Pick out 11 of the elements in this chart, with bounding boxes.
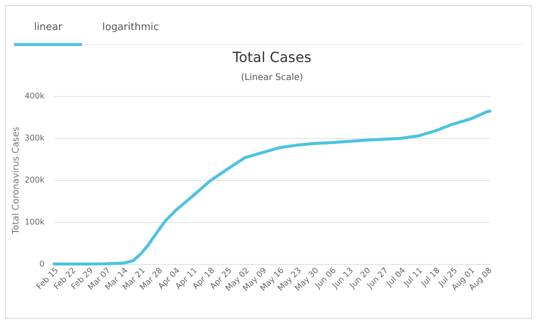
y-tick-label: 100k	[24, 218, 45, 226]
line-series	[52, 110, 492, 266]
y-axis-title: Total Coronavirus Cases	[12, 126, 22, 236]
y-tick-label: 300k	[24, 134, 45, 142]
text: logarithmic	[101, 21, 160, 35]
y-tick-label: 0	[39, 260, 44, 268]
y-tick-label: 400k	[24, 92, 45, 100]
chart-subtitle: (Linear Scale)	[240, 73, 304, 83]
chart-title: Total Cases	[232, 50, 312, 66]
text: linear	[14, 6, 82, 46]
y-tick-label: 200k	[24, 176, 45, 184]
